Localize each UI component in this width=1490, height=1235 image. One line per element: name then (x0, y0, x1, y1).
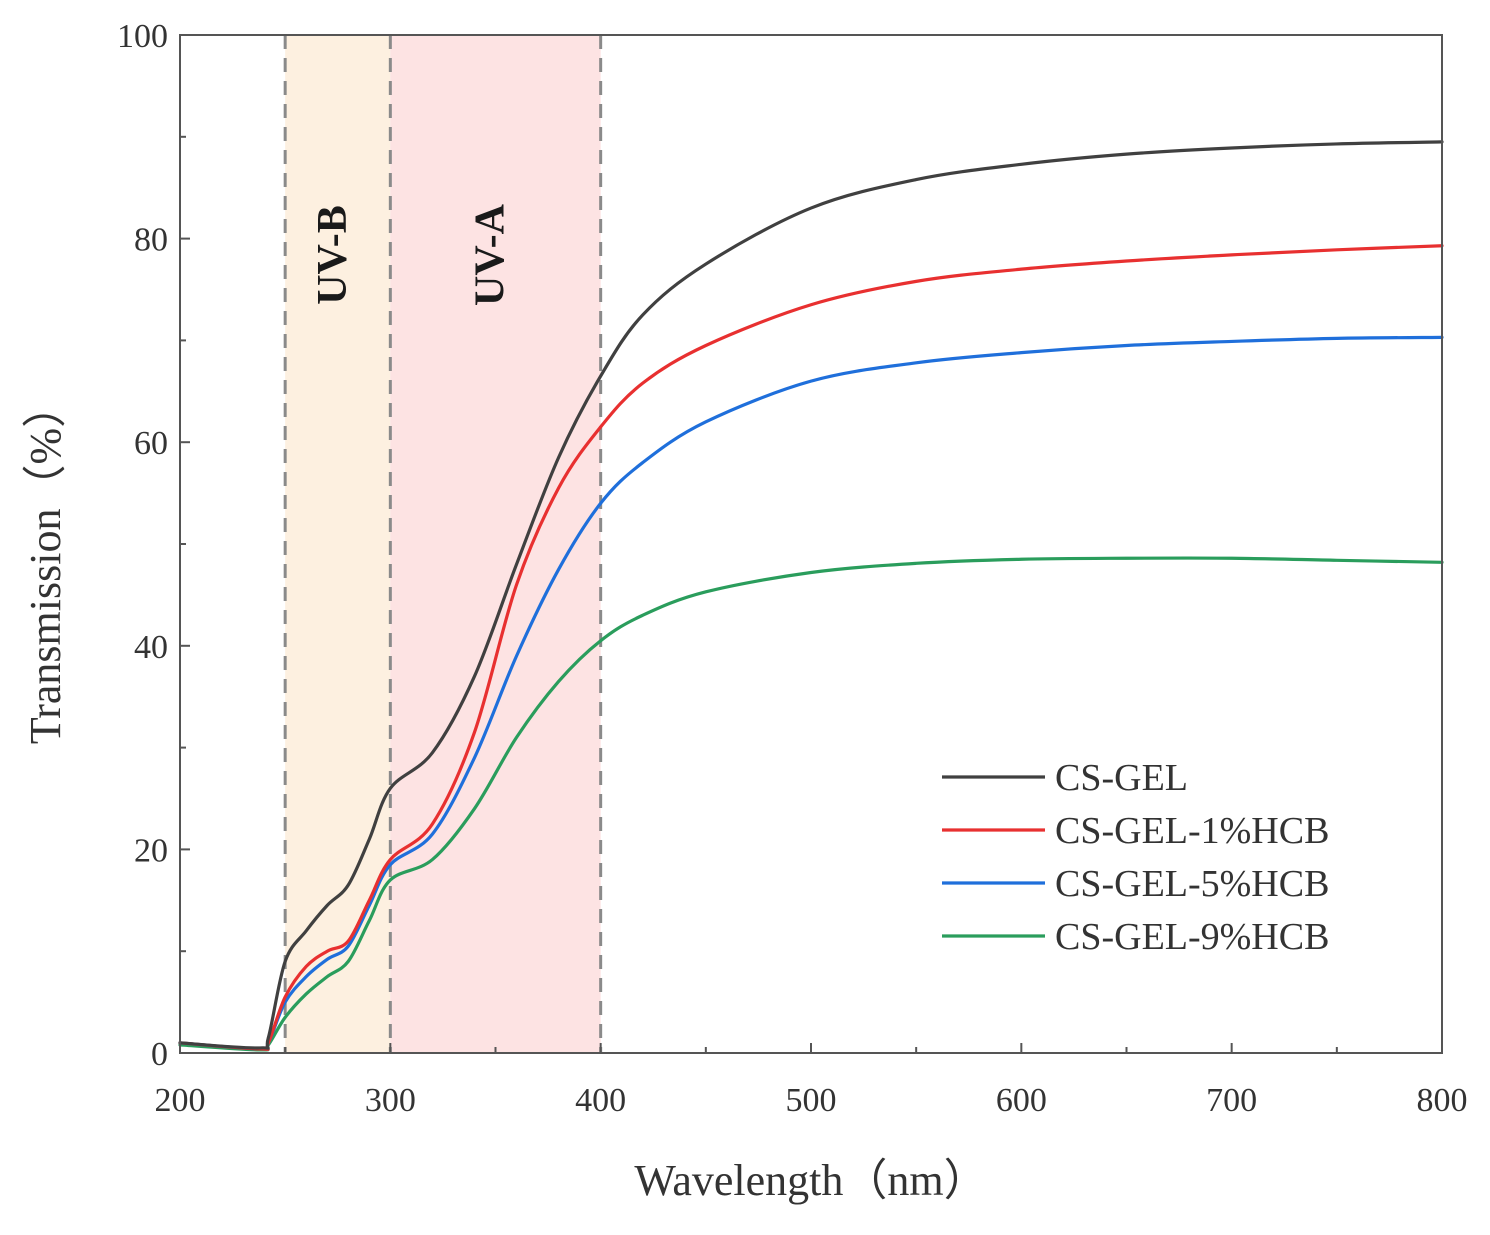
y-tick-label-80: 80 (134, 222, 168, 259)
band-label-uv-b: UV-B (310, 205, 356, 305)
y-tick-label-100: 100 (117, 18, 168, 55)
tick-labels: 200 300 400 500 600 700 800 0 20 40 60 80 100 (117, 18, 1468, 1119)
series-line-cs-gel-9-hcb (178, 556, 1444, 1052)
x-axis-title: Wavelength（nm） (634, 1156, 987, 1205)
y-axis-title: Transmission（%） (21, 384, 70, 744)
series-line-cs-gel-5-hcb (178, 335, 1444, 1051)
y-tick-label-20: 20 (134, 832, 168, 869)
legend: CS-GEL CS-GEL-1%HCB CS-GEL-5%HCB CS-GEL-9%H… (942, 757, 1329, 958)
band-boundary-lines (283, 35, 603, 1053)
x-tick-label-300: 300 (365, 1082, 416, 1119)
y-tick-label-40: 40 (134, 629, 168, 666)
x-tick-label-400: 400 (575, 1082, 626, 1119)
axis-ticks (179, 34, 1443, 1054)
x-tick-label-200: 200 (155, 1082, 206, 1119)
x-tick-label-500: 500 (786, 1082, 837, 1119)
series-line-cs-gel (178, 140, 1444, 1050)
legend-label-cs-gel: CS-GEL (1055, 757, 1188, 799)
series-lines (178, 140, 1444, 1052)
band-labels: UV-B UV-A (310, 203, 514, 306)
band-label-uv-a: UV-A (468, 203, 514, 306)
legend-label-cs-gel-5-hcb: CS-GEL-5%HCB (1055, 863, 1329, 905)
y-tick-label-60: 60 (134, 425, 168, 462)
x-tick-label-700: 700 (1206, 1082, 1257, 1119)
legend-label-cs-gel-9-hcb: CS-GEL-9%HCB (1055, 916, 1329, 958)
x-tick-label-600: 600 (996, 1082, 1047, 1119)
bands-layer (285, 35, 601, 1053)
band-uv-a (390, 35, 601, 1053)
y-tick-label-0: 0 (151, 1036, 168, 1073)
legend-label-cs-gel-1-hcb: CS-GEL-1%HCB (1055, 810, 1329, 852)
band-uv-b (285, 35, 391, 1053)
x-tick-label-800: 800 (1417, 1082, 1468, 1119)
series-line-cs-gel-1-hcb (178, 244, 1444, 1051)
